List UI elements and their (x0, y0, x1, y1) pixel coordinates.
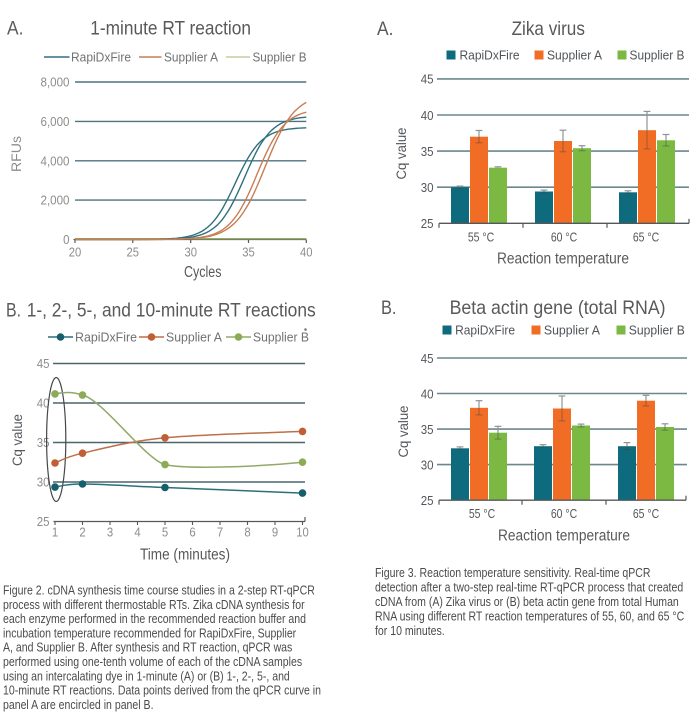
svg-text:Supplier B: Supplier B (253, 330, 309, 345)
svg-text:RFUs: RFUs (8, 136, 24, 172)
svg-text:65 °C: 65 °C (633, 231, 659, 245)
svg-text:35: 35 (242, 246, 255, 260)
svg-text:40: 40 (300, 246, 313, 260)
svg-text:using an intercalating dye in: using an intercalating dye in 1-minute (… (3, 668, 290, 683)
svg-text:Supplier A: Supplier A (166, 330, 222, 345)
svg-text:B.: B. (6, 299, 21, 321)
svg-text:60 °C: 60 °C (551, 507, 577, 521)
svg-text:45: 45 (421, 351, 434, 366)
svg-text:35: 35 (421, 144, 434, 159)
svg-text:Reaction temperature: Reaction temperature (497, 251, 629, 268)
svg-text:40: 40 (37, 396, 50, 411)
svg-text:Cq value: Cq value (393, 127, 409, 179)
svg-text:6: 6 (189, 526, 195, 540)
svg-text:8: 8 (244, 526, 250, 540)
svg-text:process with different thermos: process with different thermostable RTs.… (3, 597, 305, 612)
svg-text:for 10 minutes.: for 10 minutes. (375, 623, 445, 638)
svg-text:25: 25 (127, 246, 140, 260)
svg-text:each enzyme performed in the r: each enzyme performed in the recommended… (3, 611, 306, 626)
svg-text:40: 40 (421, 386, 434, 401)
svg-text:Supplier B: Supplier B (253, 50, 307, 65)
svg-text:Zika virus: Zika virus (512, 18, 586, 40)
svg-text:30: 30 (37, 475, 50, 490)
svg-text:B.: B. (381, 297, 397, 319)
svg-text:45: 45 (421, 72, 434, 87)
svg-text:Time (minutes): Time (minutes) (140, 547, 230, 564)
svg-text:55 °C: 55 °C (469, 507, 495, 521)
svg-text:0: 0 (63, 232, 69, 247)
svg-text:1-, 2-, 5-, and 10-minute RT r: 1-, 2-, 5-, and 10-minute RT reactions (27, 299, 316, 321)
svg-text:30: 30 (421, 180, 434, 195)
svg-text:4,000: 4,000 (41, 153, 70, 168)
svg-text:10: 10 (296, 526, 309, 540)
svg-text:1-minute RT reaction: 1-minute RT reaction (90, 18, 251, 40)
svg-text:2,000: 2,000 (41, 193, 70, 208)
svg-text:A, and Supplier B. After synth: A, and Supplier B. After synthesis and R… (3, 640, 293, 655)
svg-text:7: 7 (217, 526, 223, 540)
svg-text:Supplier B: Supplier B (630, 48, 685, 63)
svg-text:RNA using different RT reactio: RNA using different RT reaction temperat… (375, 609, 684, 624)
svg-text:Supplier B: Supplier B (629, 323, 685, 338)
svg-text:35: 35 (421, 422, 434, 437)
svg-text:Supplier A: Supplier A (164, 50, 218, 65)
svg-text:8,000: 8,000 (41, 75, 70, 90)
svg-text:incubation temperature recomme: incubation temperature recommended for R… (3, 625, 297, 640)
svg-text:60 °C: 60 °C (551, 231, 577, 245)
svg-text:25: 25 (421, 493, 434, 508)
svg-text:40: 40 (421, 108, 434, 123)
svg-text:1: 1 (52, 526, 58, 540)
svg-text:RapiDxFire: RapiDxFire (75, 330, 137, 345)
svg-text:30: 30 (184, 246, 197, 260)
svg-text:55 °C: 55 °C (468, 231, 494, 245)
svg-text:30: 30 (421, 457, 434, 472)
svg-text:performed using one-tenth volu: performed using one-tenth volume of each… (3, 654, 302, 669)
svg-text:2: 2 (79, 526, 85, 540)
svg-text:45: 45 (37, 356, 50, 371)
svg-text:4: 4 (134, 526, 140, 540)
svg-text:A.: A. (7, 18, 23, 40)
svg-text:Cq value: Cq value (395, 405, 411, 457)
svg-text:RapiDxFire: RapiDxFire (460, 48, 520, 63)
svg-text:Reaction temperature: Reaction temperature (498, 528, 630, 545)
svg-text:25: 25 (421, 216, 434, 231)
svg-text:A.: A. (377, 18, 393, 40)
svg-text:35: 35 (37, 435, 50, 450)
svg-text:10-minute RT reactions. Data p: 10-minute RT reactions. Data points deri… (3, 683, 321, 698)
svg-text:5: 5 (162, 526, 168, 540)
svg-text:Figure 2. cDNA synthesis time: Figure 2. cDNA synthesis time course stu… (3, 583, 315, 598)
svg-text:Supplier A: Supplier A (544, 323, 600, 338)
svg-text:6,000: 6,000 (41, 114, 70, 129)
svg-text:detection after a two-step rea: detection after a two-step real-time RT-… (375, 580, 683, 595)
svg-text:Cq value: Cq value (9, 414, 25, 466)
svg-text:panel A are encircled in panel: panel A are encircled in panel B. (3, 697, 154, 712)
svg-text:Supplier A: Supplier A (547, 48, 602, 63)
svg-text:3: 3 (107, 526, 113, 540)
svg-text:65 °C: 65 °C (633, 507, 659, 521)
svg-text:Beta actin gene (total RNA): Beta actin gene (total RNA) (450, 297, 666, 319)
svg-text:Cycles: Cycles (184, 264, 222, 281)
svg-text:cDNA from (A) Zika virus or (B: cDNA from (A) Zika virus or (B) beta act… (375, 594, 679, 609)
svg-text:RapiDxFire: RapiDxFire (71, 50, 131, 65)
svg-text:Figure 3. Reaction temperature: Figure 3. Reaction temperature sensitivi… (375, 565, 651, 580)
svg-text:25: 25 (37, 514, 50, 529)
svg-text:20: 20 (69, 246, 82, 260)
svg-text:RapiDxFire: RapiDxFire (455, 323, 515, 338)
svg-text:9: 9 (272, 526, 278, 540)
